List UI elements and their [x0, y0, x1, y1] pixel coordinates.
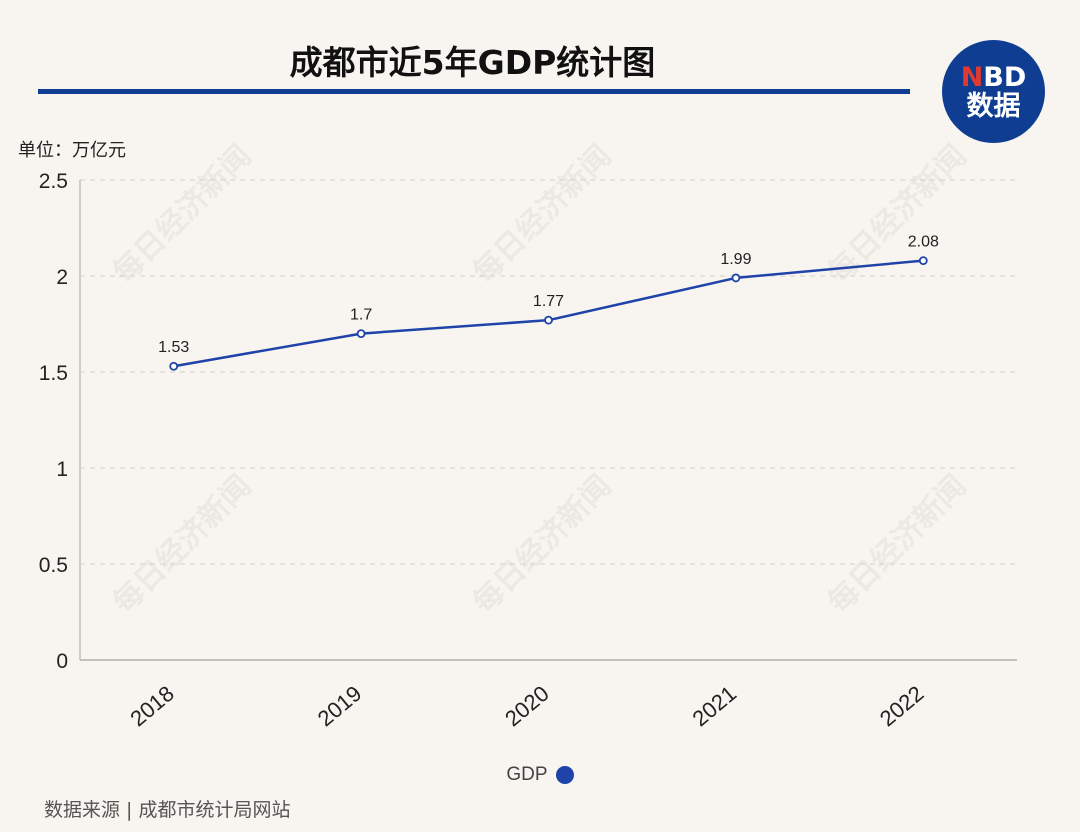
- x-tick-label: 2018: [125, 681, 179, 732]
- title-underline: [38, 89, 910, 94]
- y-tick-label: 1: [56, 458, 68, 481]
- logo-text: 数据: [966, 90, 1021, 122]
- nbd-logo: NBD 数据: [942, 40, 1045, 143]
- y-tick-label: 1.5: [39, 362, 68, 385]
- unit-label: 单位：万亿元: [18, 140, 126, 161]
- data-point: [918, 256, 928, 266]
- data-source: 数据来源 | 成都市统计局网站: [44, 799, 291, 821]
- logo-letter-n: N: [960, 61, 984, 93]
- y-tick-label: 0.5: [39, 554, 68, 577]
- x-tick-label: 2019: [313, 681, 367, 732]
- data-label: 1.7: [350, 307, 372, 324]
- chart-title: 成都市近5年GDP统计图: [289, 43, 656, 82]
- data-label: 2.08: [908, 234, 939, 251]
- y-tick-label: 0: [56, 650, 68, 673]
- x-tick-label: 2022: [875, 681, 929, 732]
- x-tick-label: 2020: [500, 681, 554, 732]
- data-label: 1.77: [533, 293, 564, 310]
- legend[interactable]: GDP: [0, 764, 1080, 786]
- data-label: 1.99: [720, 251, 751, 268]
- data-point: [731, 273, 741, 283]
- x-tick-label: 2021: [688, 681, 742, 732]
- logo-letters-bd: BD: [983, 61, 1027, 93]
- y-tick-label: 2.5: [39, 170, 68, 193]
- data-point: [169, 361, 179, 371]
- data-point: [544, 315, 553, 325]
- data-label: 1.53: [158, 339, 189, 356]
- y-tick-label: 2: [56, 266, 68, 289]
- legend-swatch-gdp: [555, 766, 574, 784]
- data-point: [356, 329, 366, 339]
- legend-label-gdp: GDP: [506, 764, 548, 785]
